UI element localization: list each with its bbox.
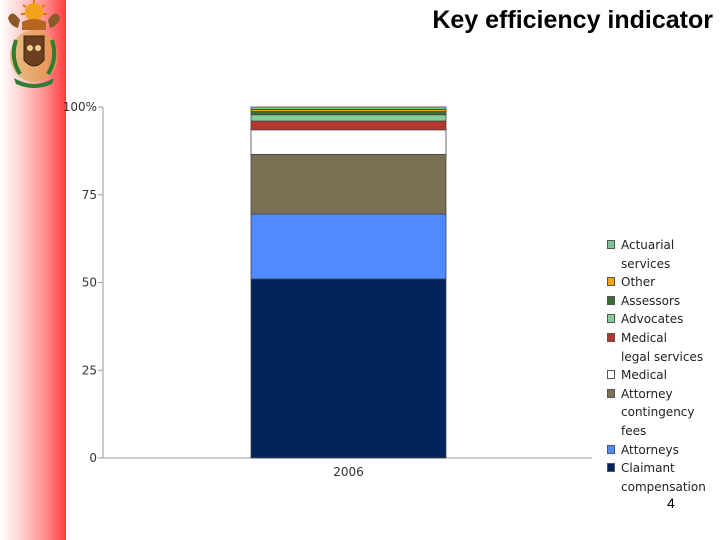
legend-item: Attorney contingency fees — [606, 385, 720, 441]
bar-segment-actuarial-services — [250, 106, 447, 110]
legend-label: Advocates — [621, 312, 684, 327]
legend-label: Attorneys — [621, 442, 679, 457]
legend-label: Attorney contingency fees — [621, 386, 695, 438]
y-tick-label: 50 — [82, 276, 97, 290]
legend-item: Medical — [606, 366, 720, 385]
legend-swatch — [607, 370, 615, 380]
legend-item: Claimant compensation — [606, 459, 720, 496]
legend-item: Actuarial services — [606, 236, 720, 273]
legend-swatch — [607, 277, 615, 287]
legend-swatch — [607, 295, 615, 305]
bar-segment-attorneys — [250, 213, 447, 280]
legend-item: Attorneys — [606, 441, 720, 460]
bar-segment-attorney — [250, 153, 447, 215]
legend-label: Medical — [621, 368, 667, 383]
legend-item: Other — [606, 273, 720, 292]
legend-swatch — [607, 463, 615, 473]
legend-label: Claimant compensation — [621, 461, 706, 494]
legend-swatch — [607, 314, 615, 324]
bar-segment-advocates — [250, 114, 447, 122]
legend-swatch — [607, 444, 615, 454]
bar-segment-medical — [250, 120, 447, 131]
legend-swatch — [607, 240, 615, 249]
legend-label: Actuarial services — [621, 238, 675, 271]
bar-segment-assessors — [250, 111, 447, 116]
y-tick-label: 25 — [82, 363, 97, 377]
y-tick-label: 75 — [82, 188, 97, 202]
legend-label: Other — [621, 275, 656, 290]
chart-legend: Actuarial services Other Assessors Advocate… — [606, 236, 720, 496]
legend-label: Medical legal services — [621, 330, 704, 364]
bar-segment-medical — [250, 129, 447, 155]
coat-of-arms-logo — [8, 0, 60, 88]
legend-item: Medical legal services — [606, 329, 720, 366]
bar-segment-claimant — [250, 278, 447, 459]
y-tick-label: 100% — [63, 100, 97, 114]
side-gradient-band — [0, 0, 66, 540]
legend-item: Advocates — [606, 310, 720, 329]
legend-label: Assessors — [621, 293, 681, 308]
legend-item: Assessors — [606, 292, 720, 311]
page-number: 4 — [667, 495, 675, 511]
x-tick-label: 2006 — [333, 465, 364, 479]
y-tick-label: 0 — [89, 451, 97, 465]
legend-swatch — [607, 388, 615, 398]
legend-swatch — [607, 332, 615, 342]
slide-title: Key efficiency indicator — [432, 6, 713, 34]
